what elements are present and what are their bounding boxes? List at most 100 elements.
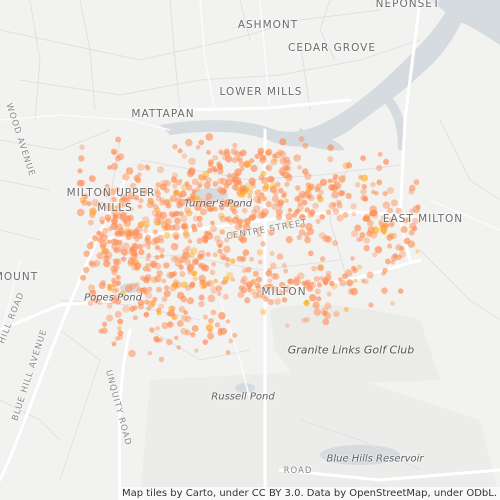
data-point xyxy=(152,204,159,210)
data-point xyxy=(144,299,150,305)
data-point xyxy=(88,175,96,183)
data-point xyxy=(215,285,223,292)
data-point xyxy=(342,211,349,218)
data-point xyxy=(172,223,181,231)
data-point xyxy=(146,306,152,311)
data-point xyxy=(107,239,112,244)
data-point xyxy=(250,183,256,189)
data-point xyxy=(314,288,321,295)
data-point xyxy=(219,215,227,223)
data-point xyxy=(374,246,383,254)
data-point xyxy=(166,338,173,346)
data-point xyxy=(283,268,289,274)
data-point xyxy=(250,164,258,172)
data-point xyxy=(359,232,366,239)
data-point xyxy=(159,200,165,206)
data-point xyxy=(174,260,182,267)
data-point xyxy=(197,253,204,261)
data-point xyxy=(252,270,259,277)
data-point xyxy=(115,187,121,193)
data-point xyxy=(120,211,128,220)
data-point xyxy=(374,191,379,196)
data-point xyxy=(220,327,227,335)
data-point xyxy=(100,279,106,286)
data-point xyxy=(295,208,301,213)
data-point xyxy=(332,240,339,247)
data-point xyxy=(305,182,311,188)
data-point xyxy=(188,157,196,166)
data-point xyxy=(239,184,247,192)
data-point xyxy=(304,236,311,244)
data-point xyxy=(191,178,199,186)
data-point xyxy=(127,260,134,267)
data-point xyxy=(236,255,243,262)
map-attribution: Map tiles by Carto, under CC BY 3.0. Dat… xyxy=(118,487,500,500)
data-point xyxy=(370,182,376,188)
data-point xyxy=(284,198,289,203)
data-point xyxy=(308,250,314,257)
data-point xyxy=(232,142,238,148)
data-point xyxy=(194,348,199,353)
data-point xyxy=(253,205,261,213)
data-point xyxy=(136,232,143,240)
data-point xyxy=(257,259,263,265)
data-point xyxy=(308,209,316,216)
data-point xyxy=(181,222,188,229)
data-point xyxy=(304,317,310,323)
data-point xyxy=(100,219,105,225)
data-point xyxy=(230,148,238,155)
label-turners-pond: Turner's Pond xyxy=(183,198,253,210)
data-point xyxy=(408,188,415,195)
data-point xyxy=(276,214,282,221)
data-point xyxy=(249,256,254,262)
data-point xyxy=(240,278,246,285)
data-point xyxy=(223,150,231,158)
data-point xyxy=(127,248,135,256)
data-point xyxy=(333,311,340,318)
data-point xyxy=(198,139,205,146)
label-road: ROAD xyxy=(283,466,313,476)
data-point xyxy=(281,297,288,303)
data-point xyxy=(316,296,322,302)
label-ashmont: ASHMONT xyxy=(237,19,299,31)
data-point xyxy=(303,299,310,307)
data-point xyxy=(316,282,323,288)
data-point xyxy=(116,239,123,246)
data-point xyxy=(317,264,324,272)
data-point xyxy=(145,291,153,299)
data-point xyxy=(261,195,267,202)
data-point xyxy=(118,210,125,217)
data-point xyxy=(230,277,235,282)
data-point xyxy=(164,180,171,187)
data-point xyxy=(130,245,138,253)
data-point xyxy=(212,181,219,187)
data-point xyxy=(201,283,208,289)
data-point xyxy=(160,179,168,187)
data-point xyxy=(324,302,332,310)
label-cedar-grove: CEDAR GROVE xyxy=(287,42,377,54)
data-point xyxy=(190,247,198,255)
data-point xyxy=(312,202,319,209)
data-point xyxy=(217,248,223,254)
data-point xyxy=(322,318,330,326)
data-point xyxy=(122,305,130,313)
data-point xyxy=(147,197,154,204)
data-point xyxy=(155,220,161,226)
data-point xyxy=(396,254,402,261)
data-point xyxy=(306,194,312,200)
data-point xyxy=(121,248,128,256)
label-east-milton: EAST MILTON xyxy=(382,213,464,225)
data-point xyxy=(225,350,231,355)
label-milton: MILTON xyxy=(261,286,307,298)
data-point xyxy=(177,256,185,264)
data-point xyxy=(80,274,86,281)
data-point xyxy=(217,243,223,249)
data-point xyxy=(217,164,224,170)
data-point xyxy=(256,249,263,256)
data-point xyxy=(192,215,199,222)
data-point xyxy=(327,178,332,184)
data-point xyxy=(285,323,290,328)
data-point xyxy=(244,218,251,225)
data-point xyxy=(161,278,167,284)
